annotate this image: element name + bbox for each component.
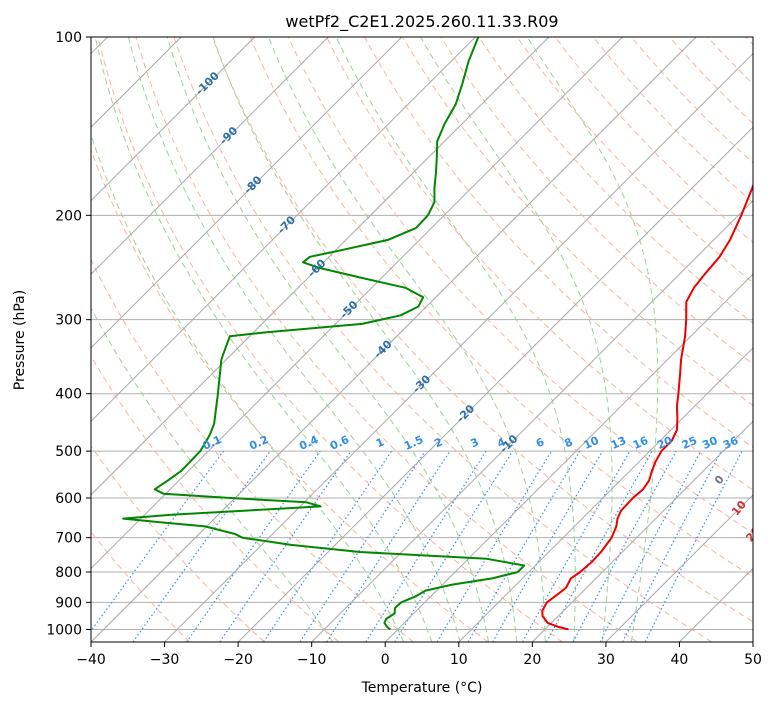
mixing-ratio-label: 30	[700, 434, 720, 452]
dewpoint-line	[122, 37, 526, 631]
sounding-profiles	[122, 37, 753, 631]
mixing-ratio-line	[644, 450, 743, 642]
mixing-ratio-label: 36	[721, 434, 741, 452]
x-tick-label: 50	[744, 652, 762, 668]
moist-adiabat-line	[526, 37, 659, 642]
x-axis-label: Temperature (°C)	[361, 680, 483, 696]
isotherms	[91, 37, 753, 642]
isotherm-line	[458, 347, 753, 642]
temperature-line	[541, 182, 753, 631]
isotherm-line	[384, 273, 753, 642]
y-tick-label: 400	[55, 387, 82, 403]
mixing-ratio-lines	[91, 450, 743, 642]
mixing-ratio-line	[572, 450, 677, 642]
x-tick-label: −20	[223, 652, 253, 668]
y-tick-label: 800	[55, 565, 82, 581]
mixing-ratio-line	[219, 450, 352, 642]
isotherm-line	[311, 199, 753, 642]
dry-adiabat-line	[97, 37, 563, 642]
moist-adiabat-line	[420, 37, 613, 642]
dry-adiabat-line	[91, 355, 340, 642]
mixing-ratio-line	[91, 450, 224, 632]
dry-adiabat-line	[211, 37, 753, 623]
moist-adiabats	[91, 37, 659, 642]
x-tick-label: 40	[671, 652, 689, 668]
x-axis: −40 −30 −20 −10 0 10 20 30 40 50	[76, 642, 762, 668]
isotherm-line	[237, 126, 753, 642]
x-tick-label: 10	[450, 652, 468, 668]
mixing-ratio-line	[326, 450, 451, 642]
y-tick-label: 600	[55, 491, 82, 507]
isotherm-line	[91, 37, 329, 275]
y-tick-label: 900	[55, 595, 82, 611]
mixing-ratio-line	[186, 450, 321, 642]
mixing-ratio-line	[299, 450, 426, 642]
isotherm-line	[91, 37, 623, 570]
y-tick-label: 200	[55, 208, 82, 224]
mixing-ratio-label: 20	[655, 434, 675, 452]
mixing-ratio-line	[262, 450, 392, 642]
moist-adiabat-line	[91, 133, 405, 642]
mixing-ratio-line	[132, 450, 271, 642]
x-tick-label: −10	[297, 652, 327, 668]
isotherm-line	[91, 37, 403, 349]
moist-adiabat-line	[91, 307, 334, 642]
x-tick-label: 20	[523, 652, 541, 668]
isotherm-line	[531, 420, 753, 642]
y-tick-label: 100	[55, 30, 82, 46]
moist-adiabat-label: 20	[743, 524, 763, 544]
moist-adiabat-line	[267, 37, 546, 642]
x-tick-label: 0	[381, 652, 390, 668]
mixing-ratio-line	[521, 450, 631, 642]
y-tick-label: 300	[55, 313, 82, 329]
dry-adiabat-line	[249, 37, 753, 578]
isotherm-line	[91, 37, 697, 642]
mixing-ratio-label: 16	[631, 434, 651, 452]
moist-adiabat-line	[335, 37, 576, 642]
dry-adiabat-line	[326, 37, 753, 491]
isotherm-line	[91, 37, 550, 496]
dry-adiabat-line	[91, 258, 414, 642]
mixing-ratio-label: 10	[582, 434, 602, 452]
moist-adiabat-line	[166, 37, 489, 642]
mixing-ratio-line	[394, 450, 514, 642]
x-tick-label: −30	[150, 652, 180, 668]
y-tick-label: 1000	[46, 622, 82, 638]
y-tick-label: 700	[55, 531, 82, 547]
y-axis-label: Pressure (hPa)	[12, 290, 28, 390]
mixing-ratio-label: 13	[609, 434, 628, 452]
mixing-ratio-label: 25	[680, 434, 699, 452]
y-tick-label: 500	[55, 444, 82, 460]
chart-title: wetPf2_C2E1.2025.260.11.33.R09	[285, 12, 558, 32]
y-axis: 100 200 300 400 500 600 700 800 900 1000	[46, 30, 91, 638]
isotherm-line	[91, 37, 256, 202]
dry-adiabat-line	[287, 37, 753, 534]
isotherm-line	[605, 494, 753, 642]
moist-adiabat-line	[212, 37, 518, 642]
moist-adiabat-line	[94, 37, 433, 642]
dry-adiabat-line	[91, 445, 265, 642]
dry-adiabat-line	[173, 37, 713, 642]
x-tick-label: −40	[76, 652, 106, 668]
isotherm-line	[91, 37, 476, 423]
plot-frame	[90, 36, 754, 643]
x-tick-label: 30	[597, 652, 615, 668]
moist-adiabat-line	[128, 37, 461, 642]
